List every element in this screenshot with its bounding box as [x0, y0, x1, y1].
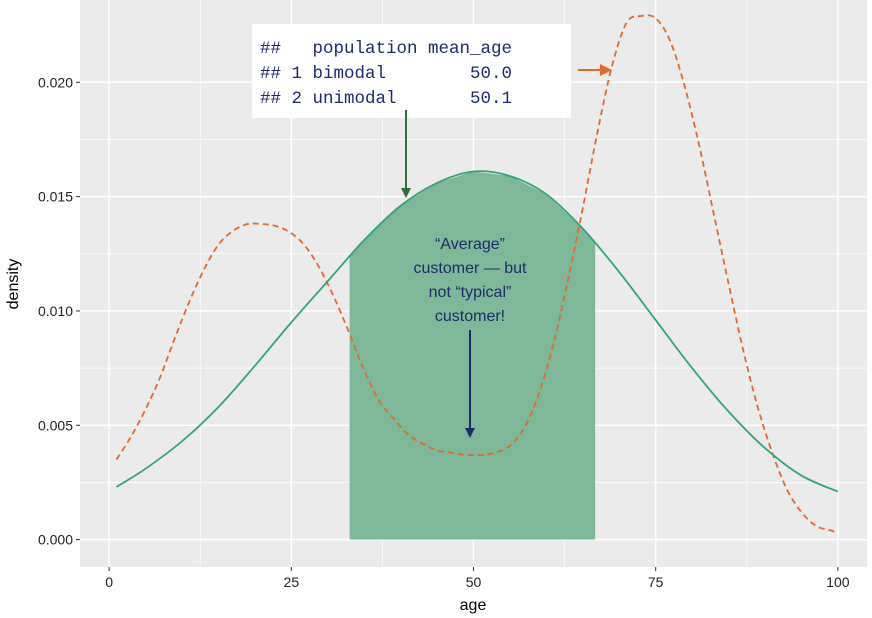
bimodal-density-line [115, 14, 839, 534]
note-line-3: not “typical” [429, 284, 512, 301]
note-line-4: customer! [435, 308, 505, 325]
x-tick-label: 75 [648, 574, 664, 590]
annotation-note: “Average” customer — but not “typical” c… [414, 236, 527, 325]
y-tick-label: 0.010 [38, 303, 73, 319]
code-output-background [252, 24, 571, 118]
code-line-1: ## population mean_age [260, 39, 512, 59]
shaded-area [349, 171, 596, 540]
x-tick-label: 50 [466, 574, 482, 590]
unimodal-density-line [115, 170, 839, 493]
code-line-2: ## 1 bimodal 50.0 [260, 64, 512, 84]
y-tick-label: 0.015 [38, 189, 73, 205]
y-tick-label: 0.005 [38, 417, 73, 433]
x-tick-label: 0 [105, 574, 113, 590]
axis-tick-labels: 0 25 50 75 100 0.000 0.005 0.010 0.015 0.020 [38, 74, 850, 590]
y-tick-label: 0.020 [38, 74, 73, 90]
x-tick-label: 25 [284, 574, 300, 590]
x-axis-title: age [460, 597, 487, 614]
chart-marks [115, 14, 839, 540]
x-tick-label: 100 [826, 574, 850, 590]
code-output-box: ## population mean_age ## 1 bimodal 50.0… [252, 24, 571, 118]
note-line-2: customer — but [414, 260, 527, 277]
y-tick-label: 0.000 [38, 532, 73, 548]
y-axis-title: density [5, 259, 22, 310]
code-line-3: ## 2 unimodal 50.1 [260, 89, 512, 109]
note-line-1: “Average” [435, 236, 505, 253]
